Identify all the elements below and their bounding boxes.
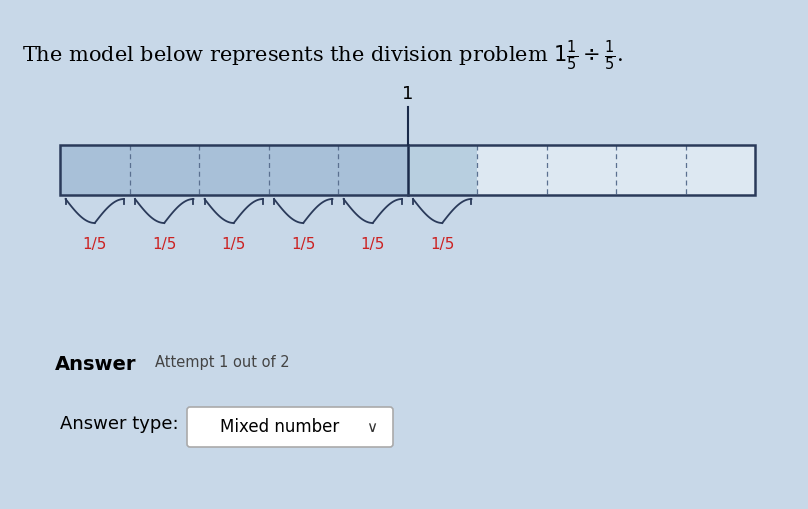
Text: 1/5: 1/5	[152, 237, 176, 252]
Text: 1/5: 1/5	[221, 237, 246, 252]
Text: 1: 1	[402, 85, 413, 103]
Bar	[407, 145, 477, 195]
Bar	[685, 145, 755, 195]
Bar	[546, 145, 616, 195]
Bar	[477, 145, 546, 195]
Bar	[199, 145, 268, 195]
Text: 1/5: 1/5	[291, 237, 315, 252]
Bar	[129, 145, 199, 195]
FancyBboxPatch shape	[187, 407, 393, 447]
Text: Answer: Answer	[55, 355, 137, 374]
Text: 1/5: 1/5	[360, 237, 385, 252]
Text: ∨: ∨	[367, 419, 377, 435]
Bar	[60, 145, 129, 195]
Bar	[268, 145, 338, 195]
Text: The model below represents the division problem $1\frac{1}{5} \div \frac{1}{5}$.: The model below represents the division …	[22, 38, 623, 72]
Text: Mixed number: Mixed number	[221, 418, 339, 436]
Bar	[60, 145, 755, 195]
Bar	[616, 145, 685, 195]
Text: 1/5: 1/5	[430, 237, 454, 252]
Text: 1/5: 1/5	[82, 237, 107, 252]
Text: Attempt 1 out of 2: Attempt 1 out of 2	[155, 355, 289, 370]
Bar	[338, 145, 407, 195]
Text: Answer type:: Answer type:	[60, 415, 179, 433]
